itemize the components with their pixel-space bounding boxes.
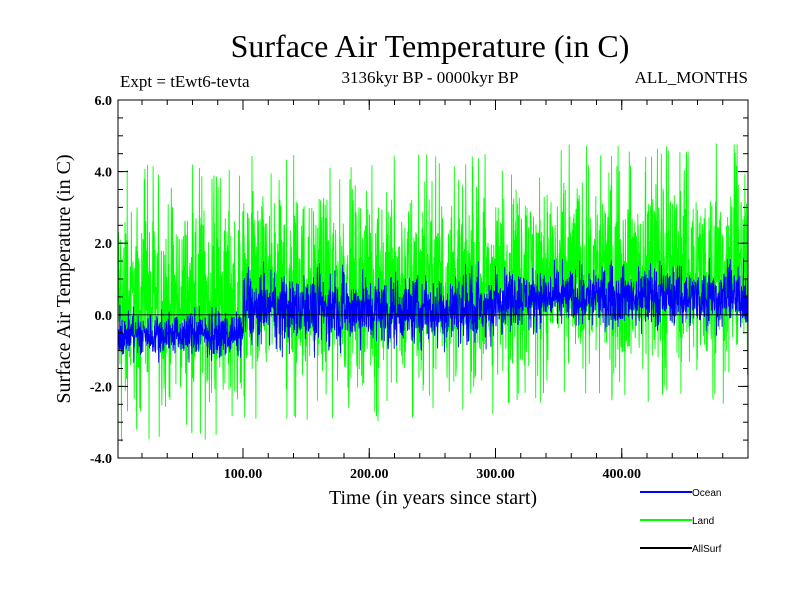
legend-label-land: Land bbox=[692, 516, 714, 527]
legend-label-ocean: Ocean bbox=[692, 488, 721, 499]
x-axis-label: Time (in years since start) bbox=[329, 487, 537, 509]
months-label: ALL_MONTHS bbox=[634, 68, 748, 87]
x-tick-label: 100.00 bbox=[224, 467, 263, 482]
chart-subtitle: 3136kyr BP - 0000kyr BP bbox=[341, 68, 519, 87]
y-tick-label: 4.0 bbox=[95, 166, 113, 181]
y-axis-label: Surface Air Temperature (in C) bbox=[53, 154, 75, 403]
land-line bbox=[117, 143, 749, 442]
series-land bbox=[117, 143, 749, 442]
experiment-label: Expt = tEwt6-tevta bbox=[120, 72, 250, 91]
x-tick-label: 200.00 bbox=[350, 467, 389, 482]
axes: -4.0 -2.0 0.0 2.0 4.0 6.0 100.00 200.00 300.00 40… bbox=[53, 94, 749, 509]
series-ocean bbox=[117, 258, 749, 363]
chart-title: Surface Air Temperature (in C) bbox=[230, 28, 630, 64]
legend: Ocean Land AllSurf bbox=[640, 488, 722, 555]
y-tick-label: -4.0 bbox=[90, 452, 112, 467]
x-tick-label: 400.00 bbox=[602, 467, 641, 482]
legend-label-allsurf: AllSurf bbox=[692, 544, 722, 555]
y-tick-label: 2.0 bbox=[95, 237, 113, 252]
x-tick-label: 300.00 bbox=[476, 467, 515, 482]
ocean-line bbox=[117, 258, 749, 363]
y-tick-label: -2.0 bbox=[90, 380, 112, 395]
y-tick-label: 6.0 bbox=[95, 94, 113, 109]
y-tick-label: 0.0 bbox=[95, 309, 113, 324]
